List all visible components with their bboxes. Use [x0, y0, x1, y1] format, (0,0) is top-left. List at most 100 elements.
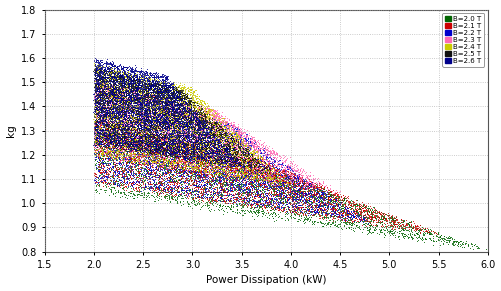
B=2.2 T [222, 165, 230, 169]
B=2.2 T [231, 169, 239, 173]
B=2.4 T [234, 137, 242, 142]
B=2.6 T [119, 143, 127, 147]
B=2.4 T [169, 134, 177, 139]
B=2.4 T [178, 90, 186, 95]
B=2.6 T [187, 122, 195, 127]
B=2.0 T [272, 218, 280, 222]
B=2.2 T [232, 161, 240, 166]
B=2.5 T [174, 134, 182, 139]
B=2.2 T [174, 153, 182, 158]
B=2.0 T [113, 174, 121, 178]
B=2.1 T [163, 183, 171, 187]
B=2.6 T [96, 64, 104, 68]
B=2.4 T [137, 76, 145, 81]
B=2.0 T [328, 192, 336, 197]
B=2.2 T [159, 120, 167, 125]
B=2.6 T [152, 144, 160, 148]
B=2.5 T [191, 108, 199, 113]
B=2.0 T [129, 143, 137, 148]
B=2.4 T [139, 113, 147, 118]
B=2.6 T [126, 104, 134, 108]
B=2.6 T [107, 110, 115, 115]
B=2.3 T [258, 155, 266, 159]
B=2.1 T [93, 179, 101, 184]
B=2.0 T [244, 173, 252, 178]
B=2.4 T [136, 91, 144, 96]
B=2.5 T [129, 108, 137, 112]
B=2.4 T [127, 105, 135, 110]
B=2.5 T [200, 147, 208, 152]
B=2.0 T [191, 170, 199, 174]
B=2.2 T [142, 106, 150, 111]
B=2.3 T [208, 147, 216, 152]
B=2.3 T [187, 127, 195, 132]
B=2.3 T [230, 122, 238, 126]
B=2.0 T [451, 239, 459, 244]
B=2.6 T [119, 65, 127, 70]
B=2.1 T [121, 139, 129, 144]
B=2.2 T [223, 137, 231, 142]
B=2.3 T [252, 153, 260, 158]
B=2.5 T [237, 144, 245, 148]
B=2.0 T [219, 170, 227, 175]
B=2.6 T [108, 96, 116, 101]
B=2.0 T [97, 172, 105, 176]
B=2.4 T [111, 141, 119, 145]
B=2.5 T [110, 86, 118, 90]
B=2.2 T [110, 151, 118, 156]
B=2.4 T [191, 155, 199, 159]
B=2.3 T [229, 153, 237, 157]
B=2.5 T [109, 74, 117, 78]
B=2.2 T [226, 158, 234, 163]
B=2.2 T [117, 102, 125, 106]
B=2.1 T [246, 158, 254, 163]
B=2.5 T [124, 131, 132, 135]
B=2.6 T [196, 120, 204, 125]
B=2.2 T [91, 180, 99, 185]
B=2.3 T [208, 166, 216, 171]
B=2.5 T [183, 94, 191, 98]
B=2.5 T [204, 156, 212, 160]
B=2.6 T [199, 125, 207, 130]
B=2.1 T [185, 185, 193, 189]
B=2.6 T [120, 84, 128, 89]
B=2.4 T [160, 139, 168, 144]
B=2.6 T [110, 76, 118, 81]
B=2.1 T [178, 140, 186, 145]
B=2.4 T [181, 142, 189, 147]
B=2.2 T [200, 146, 208, 150]
B=2.5 T [254, 161, 262, 166]
B=2.2 T [162, 166, 170, 171]
B=2.5 T [119, 90, 127, 95]
B=2.2 T [143, 117, 151, 121]
B=2.6 T [117, 90, 125, 94]
B=2.6 T [205, 127, 213, 132]
B=2.4 T [201, 168, 209, 172]
B=2.4 T [175, 83, 183, 87]
B=2.1 T [96, 135, 104, 139]
B=2.4 T [251, 160, 259, 164]
B=2.0 T [435, 235, 443, 239]
B=2.3 T [241, 177, 249, 182]
B=2.5 T [194, 111, 202, 116]
B=2.0 T [225, 188, 233, 193]
B=2.5 T [97, 68, 105, 73]
B=2.4 T [168, 118, 176, 123]
B=2.5 T [148, 140, 156, 145]
B=2.1 T [148, 164, 156, 168]
B=2.3 T [217, 113, 225, 118]
B=2.0 T [99, 134, 107, 139]
B=2.5 T [124, 114, 132, 119]
B=2.3 T [189, 116, 197, 121]
B=2.6 T [150, 77, 158, 81]
B=2.5 T [162, 88, 170, 93]
B=2.2 T [148, 119, 156, 124]
B=2.4 T [114, 108, 122, 113]
B=2.3 T [112, 89, 120, 94]
B=2.0 T [363, 211, 371, 216]
B=2.4 T [96, 96, 104, 101]
B=2.3 T [124, 106, 132, 111]
B=2.0 T [183, 200, 191, 205]
B=2.5 T [187, 118, 195, 123]
B=2.4 T [208, 116, 216, 121]
